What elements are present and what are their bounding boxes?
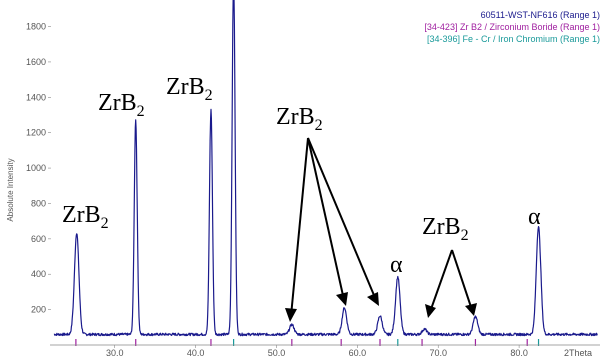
annotation-alpha-1: α [390,252,403,278]
x-tick-label: 70.0 [429,348,447,358]
y-tick-label: 400 [31,269,46,279]
arrowhead-1 [285,308,297,322]
y-axis-label: Absolute Intensity [6,158,15,221]
x-tick-label: 40.0 [187,348,205,358]
annotation-zrb2-2: ZrB2 [98,90,145,120]
annotation-arrowheads [285,292,477,322]
y-axis-ticks: 200 400 600 800 1000 1200 1400 1600 1800 [26,22,51,315]
annotation-alpha-2: α [528,204,541,230]
legend-entry-2: [34-396] Fe - Cr / Iron Chromium (Range … [427,34,600,44]
y-tick-label: 1600 [26,57,46,67]
arrowhead-3 [367,292,379,306]
arrow-5 [451,249,473,311]
arrowhead-5 [465,303,477,316]
annotation-zrb2-5: ZrB2 [422,214,469,244]
series-line-0 [53,0,598,337]
x-tick-label: 60.0 [349,348,367,358]
annotation-zrb2-4: ZrB2 [276,104,323,134]
arrowhead-4 [425,304,436,318]
x-tick-label: 30.0 [106,348,124,358]
x-axis-label: 2Theta [564,348,592,358]
annotation-arrows [290,137,473,317]
y-tick-label: 1400 [26,92,46,102]
arrow-2 [307,137,345,301]
arrowhead-2 [336,292,348,306]
arrow-1 [290,137,309,317]
arrow-4 [429,249,453,313]
y-tick-label: 800 [31,198,46,208]
y-tick-label: 600 [31,234,46,244]
x-tick-label: 80.0 [510,348,528,358]
annotations: ZrB2 ZrB2 ZrB2 ZrB2 ZrB2 α α [62,74,541,322]
y-tick-label: 1000 [26,163,46,173]
arrow-3 [307,137,377,301]
annotation-zrb2-1: ZrB2 [62,202,109,232]
legend-entry-0: 60511-WST-NF616 (Range 1) [481,10,600,20]
x-tick-label: 50.0 [268,348,286,358]
legend-entry-1: [34-423] Zr B2 / Zirconium Boride (Range… [424,22,600,32]
y-tick-label: 200 [31,305,46,315]
x-axis-ticks: 30.0 40.0 50.0 60.0 70.0 80.0 [106,345,528,358]
legend: 60511-WST-NF616 (Range 1) [34-423] Zr B2… [424,10,600,44]
annotation-zrb2-3: ZrB2 [166,74,213,104]
y-tick-label: 1200 [26,128,46,138]
y-tick-label: 1800 [26,22,46,32]
